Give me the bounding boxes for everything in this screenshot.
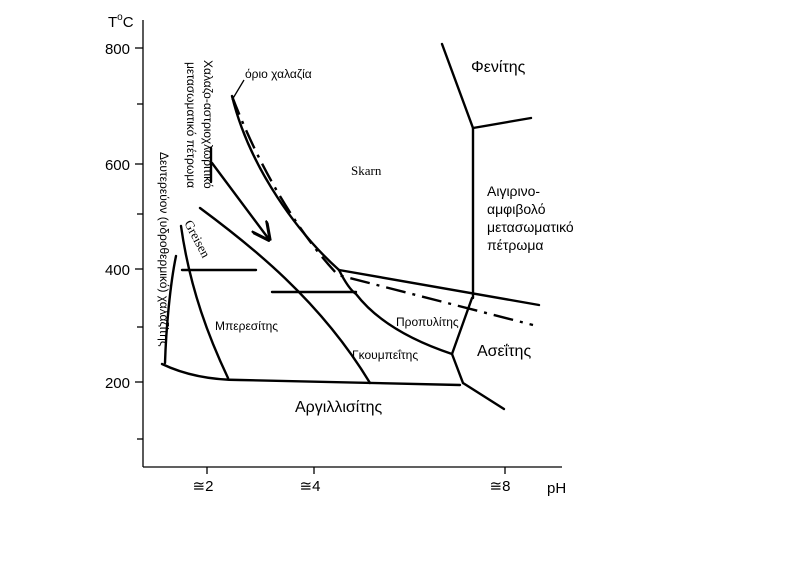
boundary-skarn-outer	[230, 94, 341, 272]
label-agirino-line-3: μετασωματικό	[487, 219, 574, 235]
boundary-high-temp	[337, 268, 541, 307]
boundary-greisen-inner	[179, 224, 230, 380]
boundary-argillizite-top	[160, 362, 462, 387]
label-mperesitis: Μπερεσίτης	[215, 319, 278, 333]
x-tick-label-2: ≅2	[193, 478, 214, 495]
label-quartz-feldspar-chlorite: Χαλαζο-αστριοχλωριτικό	[201, 60, 215, 189]
label-fenitis: Φενίτης	[471, 59, 526, 76]
axes-frame	[135, 20, 562, 474]
label-secondary-quartzite: Δευτερεύον (υδροθερμικό) χαλαζίτης	[157, 152, 171, 347]
y-axis-title-unit: C	[123, 14, 134, 31]
boundary-aseitis-lower	[461, 381, 506, 411]
label-skarn: Skarn	[351, 163, 382, 178]
y-tick-label-800: 800	[105, 41, 130, 58]
y-tick-label-200: 200	[105, 375, 130, 392]
quartz-limit-line	[230, 95, 534, 327]
x-tick-label-8: ≅8	[490, 478, 511, 495]
label-orio-chalazia: όριο χαλαζία	[245, 67, 312, 81]
quartz-limit-leader	[231, 79, 245, 101]
label-metasomatic-rock: μετασωματικό πέτρωμα	[184, 62, 198, 188]
label-argillisitis: Αργιλλισίτης	[295, 399, 383, 416]
y-tick-label-400: 400	[105, 262, 130, 279]
label-agirino-line-4: πέτρωμα	[487, 237, 544, 253]
boundary-greisen-upper	[198, 206, 372, 385]
boundary-propylite-right	[450, 296, 474, 385]
boundary-curves	[160, 42, 541, 411]
boundary-fenite-upper	[440, 42, 533, 130]
y-tick-label-600: 600	[105, 157, 130, 174]
boundary-secondary-quartzite	[163, 254, 178, 365]
y-axis-title: ToC	[108, 12, 134, 31]
label-aseitis: Ασεΐτης	[477, 343, 531, 360]
y-axis-title-t: T	[108, 14, 117, 31]
y-axis-title-degree: o	[117, 12, 123, 23]
label-agirino-line-2: αμφιβολό	[487, 201, 546, 217]
label-agirino-line-1: Αιγιρινο-	[487, 183, 540, 199]
label-gkoumpeitis: Γκουμπεΐτης	[352, 348, 418, 362]
x-tick-label-4: ≅4	[300, 478, 321, 495]
boundary-propylite-left	[337, 268, 454, 356]
label-propylitis: Προπυλίτης	[396, 315, 459, 329]
x-axis-title: pH	[547, 480, 566, 497]
trend-arrow	[210, 161, 268, 238]
